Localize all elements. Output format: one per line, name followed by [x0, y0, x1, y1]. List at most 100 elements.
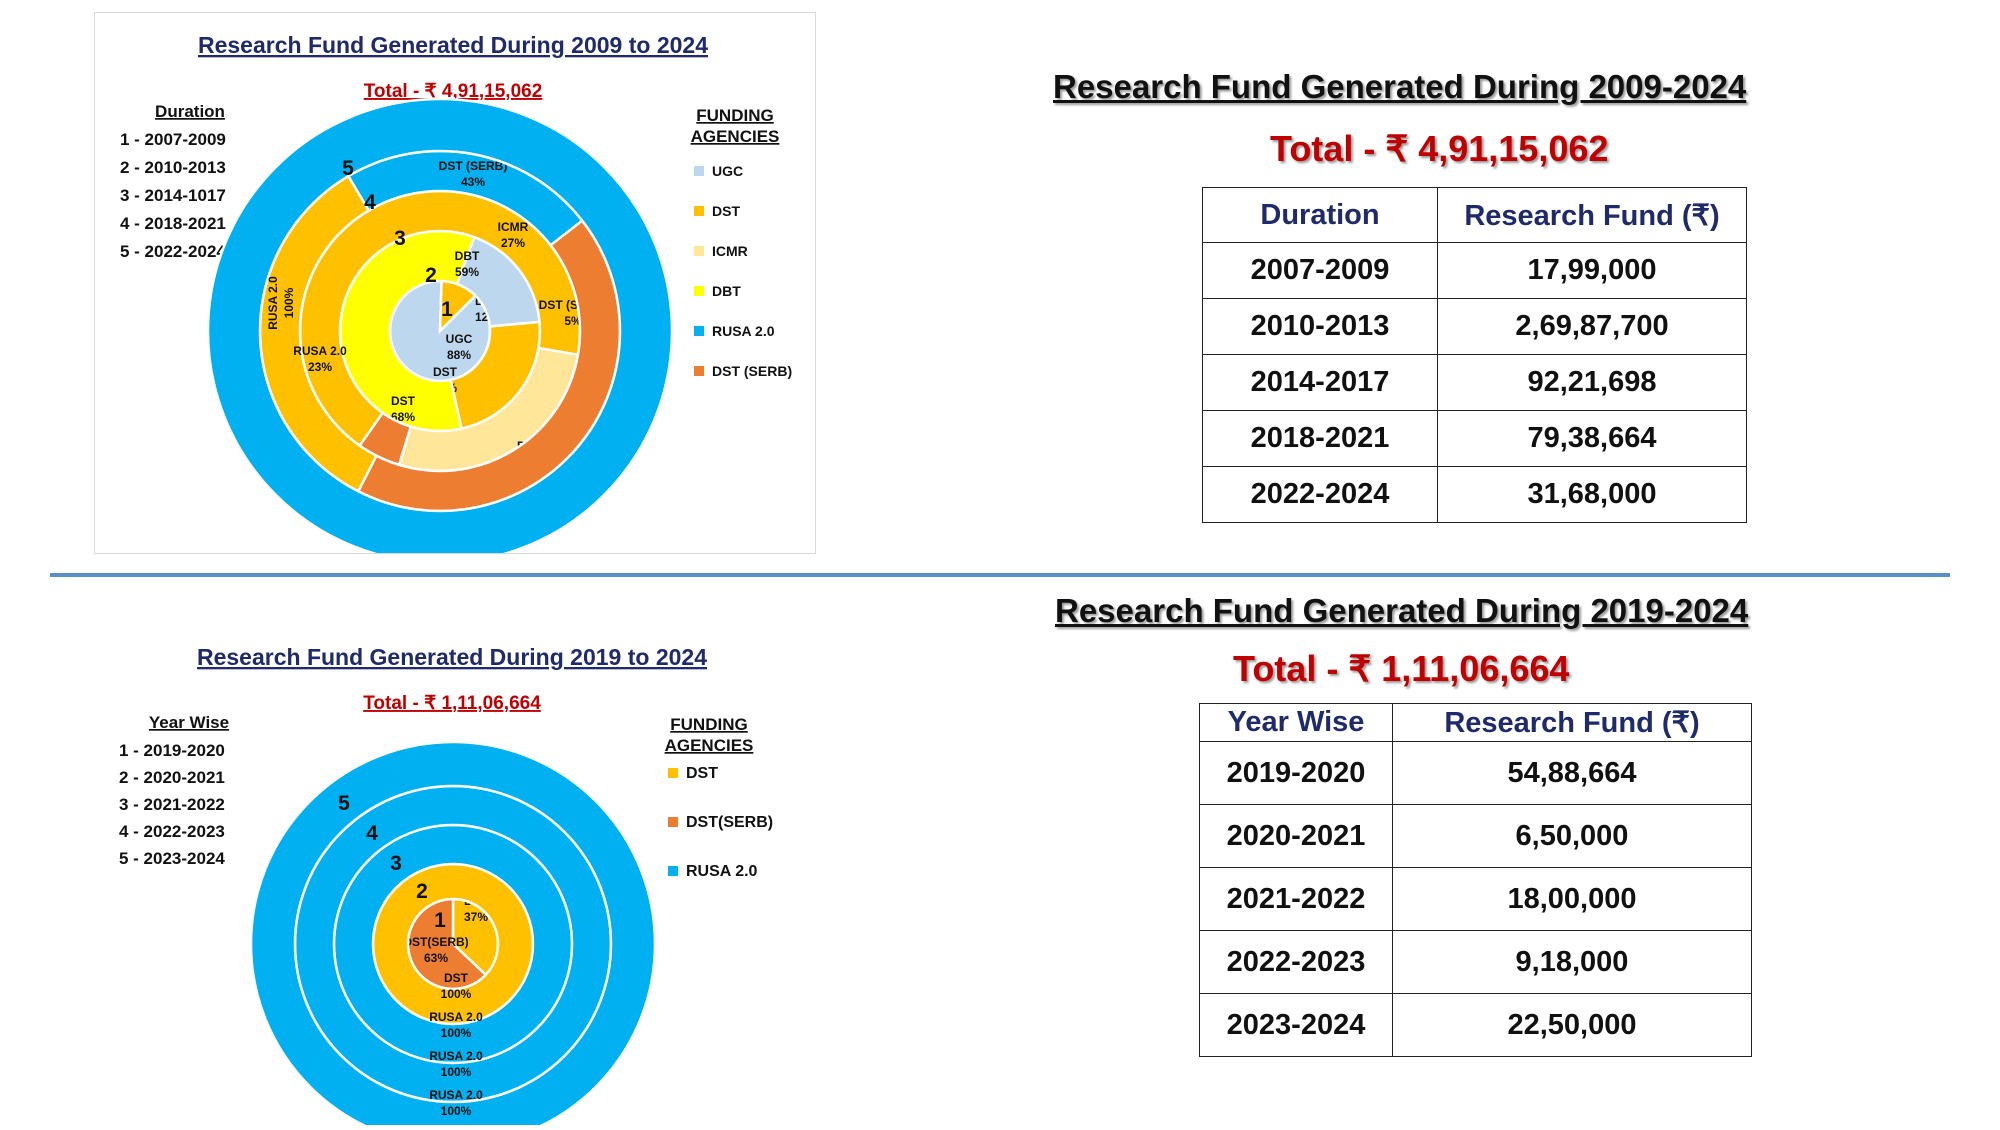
legend-agency-item: RUSA 2.0 [712, 323, 775, 339]
slice-percent-label: 88% [447, 348, 471, 362]
legend-swatch [694, 326, 704, 336]
slice-percent-label: 100% [441, 1104, 472, 1118]
slice-percent-label: 100% [441, 987, 472, 1001]
fund-amount-cell: 22,50,000 [1392, 993, 1752, 1057]
table-row: 2023-2024 22,50,000 [1199, 993, 1752, 1057]
period-cell: 2010-2013 [1202, 298, 1438, 355]
legend-period-item: 4 - 2018-2021 [120, 214, 226, 233]
column-header-year-wise: Year Wise [1199, 703, 1393, 742]
legend-swatch [668, 866, 678, 876]
period-cell: 2022-2023 [1199, 930, 1393, 994]
slice-percent-label: 5% [564, 314, 582, 328]
legend-title: FUNDING [696, 106, 773, 125]
legend-agency-item: UGC [712, 163, 743, 179]
column-header-research-fund: Research Fund (₹) [1437, 187, 1747, 243]
ring-number-label: 5 [338, 792, 350, 815]
donut-chart-2009-2024: Research Fund Generated During 2009 to 2… [120, 32, 792, 565]
slice-agency-label: DST [444, 971, 469, 985]
fund-amount-cell: 6,50,000 [1392, 804, 1752, 868]
fund-amount-cell: 17,99,000 [1437, 242, 1747, 299]
table-row: 2022-2023 9,18,000 [1199, 930, 1752, 994]
slice-agency-label: RUSA 2.0 [429, 1088, 483, 1102]
fund-amount-cell: 79,38,664 [1437, 410, 1747, 467]
period-cell: 2007-2009 [1202, 242, 1438, 299]
table-total-2009-2024: Total - ₹ 4,91,15,062 [1270, 128, 1609, 169]
slice-percent-label: 63% [424, 951, 448, 965]
slice-agency-label: RUSA 2.0 [429, 1049, 483, 1063]
slice-agency-label: DST(SERB) [403, 935, 468, 949]
column-header-duration: Duration [1202, 187, 1438, 243]
period-cell: 2020-2021 [1199, 804, 1393, 868]
slice-label: RUSA 2.0 23% [293, 344, 347, 374]
slice-agency-label: RUSA 2.0 [293, 344, 347, 358]
legend-swatch [694, 166, 704, 176]
table-row: 2019-2020 54,88,664 [1199, 741, 1752, 805]
table-total-2019-2024: Total - ₹ 1,11,06,664 [1233, 648, 1570, 689]
legend-period-item: 5 - 2022-2024 [120, 242, 226, 261]
slice-percent-label: 100% [282, 287, 296, 318]
legend-period-item: 2 - 2020-2021 [119, 768, 225, 787]
slice-percent-label: 100% [441, 1026, 472, 1040]
ring-number-label: 4 [364, 191, 376, 214]
donut-chart-2019-2024: Research Fund Generated During 2019 to 2… [119, 644, 773, 1130]
slice-label: DST (SERB) 43% [439, 159, 508, 189]
legend-agency-item: DST (SERB) [712, 363, 792, 379]
legend-title: Year Wise [149, 713, 229, 732]
fund-amount-cell: 18,00,000 [1392, 867, 1752, 931]
legend-agency-item: DST(SERB) [686, 814, 773, 831]
chart-total: Total - ₹ 4,91,15,062 [364, 81, 543, 102]
period-cell: 2019-2020 [1199, 741, 1393, 805]
donut-chart-2009-2024-panel: Research Fund Generated During 2009 to 2… [94, 12, 816, 565]
legend-swatch [694, 246, 704, 256]
fund-table-2009-2024: Duration Research Fund (₹) 2007-2009 17,9… [1202, 187, 1747, 523]
table-row: 2021-2022 18,00,000 [1199, 867, 1752, 931]
legend-title: AGENCIES [691, 127, 780, 146]
legend-swatch [694, 206, 704, 216]
ring-number-label: 5 [342, 157, 354, 180]
legend-period-item: 5 - 2023-2024 [119, 849, 225, 868]
slice-percent-label: 43% [461, 175, 485, 189]
legend-period-item: 1 - 2007-2009 [120, 130, 226, 149]
slice-percent-label: 100% [441, 1065, 472, 1079]
ring-number-label: 2 [425, 264, 437, 287]
legend-swatch [668, 817, 678, 827]
legend-agency-item: DBT [712, 283, 741, 299]
slice-agency-label: RUSA 2.0 [266, 276, 280, 330]
legend-period-item: 2 - 2010-2013 [120, 158, 226, 177]
legend-title: Duration [155, 102, 225, 121]
legend-period-item: 1 - 2019-2020 [119, 741, 225, 760]
donut-chart-2019-2024-panel: Research Fund Generated During 2019 to 2… [94, 630, 814, 1130]
column-header-research-fund: Research Fund (₹) [1392, 703, 1752, 742]
slice-agency-label: ICMR [498, 220, 529, 234]
ring-number-label: 3 [394, 227, 406, 250]
table-row: 2018-2021 79,38,664 [1202, 410, 1747, 467]
period-cell: 2018-2021 [1202, 410, 1438, 467]
period-cell: 2022-2024 [1202, 466, 1438, 523]
fund-amount-cell: 92,21,698 [1437, 354, 1747, 411]
fund-amount-cell: 2,69,87,700 [1437, 298, 1747, 355]
fund-amount-cell: 9,18,000 [1392, 930, 1752, 994]
table-row: 2007-2009 17,99,000 [1202, 242, 1747, 299]
slice-label: UGC 88% [446, 332, 473, 362]
slice-label: ICMR 27% [498, 220, 529, 250]
slice-percent-label: 59% [455, 265, 479, 279]
legend-swatch [694, 286, 704, 296]
legend-agency-item: ICMR [712, 243, 748, 259]
section-divider [50, 573, 1950, 577]
legend-title: AGENCIES [665, 736, 754, 755]
table-row: 2022-2024 31,68,000 [1202, 466, 1747, 523]
slice-percent-label: 23% [308, 360, 332, 374]
ring-number-label: 1 [434, 909, 446, 932]
legend-period-item: 3 - 2021-2022 [119, 795, 225, 814]
table-title-2009-2024: Research Fund Generated During 2009-2024 [1053, 68, 1747, 105]
slice-agency-label: DBT [455, 249, 480, 263]
period-cell: 2014-2017 [1202, 354, 1438, 411]
slice-agency-label: UGC [446, 332, 473, 346]
ring-number-label: 4 [366, 822, 378, 845]
legend-agency-item: DST [712, 203, 740, 219]
period-cell: 2023-2024 [1199, 993, 1393, 1057]
legend-agency-item: RUSA 2.0 [686, 863, 758, 880]
donut-slice [249, 740, 657, 1130]
